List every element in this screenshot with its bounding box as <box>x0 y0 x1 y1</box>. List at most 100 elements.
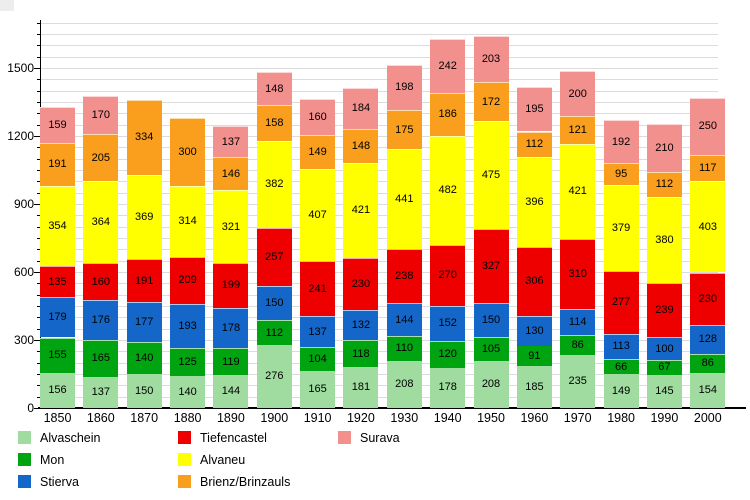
y-axis-major-tick <box>34 272 40 273</box>
bar-segment-tiefencastel: 230 <box>690 272 726 325</box>
y-axis-minor-tick <box>37 317 40 319</box>
gridline <box>40 136 718 137</box>
bar-segment-brienz-brinzauls: 112 <box>646 171 682 197</box>
gridline <box>40 317 718 319</box>
bar-segment-alvaneu: 382 <box>256 141 292 228</box>
segment-value-label: 140 <box>135 352 154 365</box>
segment-value-label: 118 <box>352 347 370 360</box>
x-axis-tick-label: 1920 <box>346 411 375 425</box>
segment-value-label: 184 <box>351 102 371 115</box>
segment-value-label: 148 <box>265 82 284 95</box>
x-axis-tick-label: 1880 <box>173 411 202 425</box>
segment-value-label: 86 <box>701 357 714 370</box>
y-axis-tick-label: 1200 <box>7 129 34 143</box>
y-axis-minor-tick <box>37 102 40 103</box>
segment-value-label: 241 <box>308 282 327 295</box>
bar-segment-alvaschein: 208 <box>386 360 422 408</box>
bar-segment-surava: 159 <box>40 106 75 143</box>
bar-segment-stierva: 114 <box>560 309 596 336</box>
bar-segment-tiefencastel: 277 <box>603 270 639 334</box>
bar-segment-stierva: 177 <box>126 302 162 343</box>
y-axis-minor-tick <box>37 124 40 126</box>
chart-legend: Alvaschein Mon Stierva Tiefencastel Alvaneu B… <box>0 428 750 494</box>
segment-value-label: 114 <box>568 316 587 329</box>
segment-value-label: 150 <box>481 314 501 327</box>
y-axis-major-tick <box>34 204 40 205</box>
bar-segment-alvaschein: 178 <box>430 367 466 408</box>
bar-segment-stierva: 113 <box>603 333 639 360</box>
segment-value-label: 396 <box>525 195 544 208</box>
segment-value-label: 66 <box>614 360 628 373</box>
gridline <box>40 215 718 217</box>
bar-segment-stierva: 179 <box>40 296 75 338</box>
segment-value-label: 276 <box>265 370 284 383</box>
segment-value-label: 148 <box>351 139 371 152</box>
bar-segment-alvaschein: 137 <box>83 376 119 408</box>
bar-segment-stierva: 130 <box>516 316 552 346</box>
segment-value-label: 354 <box>48 220 67 233</box>
segment-value-label: 369 <box>135 210 154 223</box>
y-axis-minor-tick <box>37 306 40 307</box>
bar-segment-alvaneu: 475 <box>473 121 509 229</box>
segment-value-label: 112 <box>655 178 674 191</box>
segment-value-label: 137 <box>221 135 241 148</box>
segment-value-label: 150 <box>265 297 284 310</box>
legend-color-swatch <box>338 431 351 444</box>
bar-segment-surava: 200 <box>560 70 596 117</box>
y-axis-minor-tick <box>37 158 40 160</box>
bar-segment-surava: 198 <box>386 64 422 110</box>
y-axis-minor-tick <box>37 147 40 149</box>
bar-segment-stierva: 178 <box>213 308 249 349</box>
segment-value-label: 154 <box>698 384 717 397</box>
x-axis-tick-label: 1870 <box>130 411 159 425</box>
y-axis-minor-tick <box>37 45 40 47</box>
segment-value-label: 113 <box>612 340 630 353</box>
bar-segment-alvaneu: 364 <box>83 180 119 264</box>
segment-value-label: 144 <box>395 313 414 326</box>
segment-value-label: 175 <box>395 123 414 136</box>
bar-segment-brienz-brinzauls: 149 <box>300 135 336 170</box>
segment-value-label: 191 <box>48 158 67 171</box>
segment-value-label: 379 <box>611 221 631 234</box>
bar-segment-alvaschein: 165 <box>300 370 336 408</box>
bar-segment-brienz-brinzauls: 205 <box>83 134 119 181</box>
legend-color-swatch <box>178 475 191 488</box>
legend-label: Alvaneu <box>200 453 246 467</box>
bar-segment-tiefencastel: 239 <box>646 283 682 338</box>
gridline <box>40 249 718 251</box>
legend-color-swatch <box>18 453 31 466</box>
segment-value-label: 235 <box>568 374 587 387</box>
segment-value-label: 145 <box>655 385 674 398</box>
segment-value-label: 306 <box>525 275 544 288</box>
bar-segment-stierva: 150 <box>473 303 509 338</box>
bar-segment-alvaneu: 396 <box>516 156 552 247</box>
legend-color-swatch <box>18 431 31 444</box>
bar-segment-alvaschein: 276 <box>256 345 292 408</box>
legend-label: Mon <box>40 453 65 467</box>
bar-segment-alvaschein: 145 <box>646 375 682 408</box>
y-axis-minor-tick <box>37 283 40 285</box>
bar-segment-mon: 119 <box>213 348 249 376</box>
bar-segment-mon: 120 <box>430 340 466 368</box>
bar-segment-brienz-brinzauls: 172 <box>473 82 509 122</box>
y-axis-minor-tick <box>37 238 40 239</box>
segment-value-label: 277 <box>611 296 631 309</box>
segment-value-label: 130 <box>525 324 544 337</box>
gridline <box>40 385 718 387</box>
segment-value-label: 100 <box>655 342 674 355</box>
segment-value-label: 192 <box>611 135 631 148</box>
segment-value-label: 160 <box>91 275 110 288</box>
bar-segment-alvaneu: 407 <box>300 169 336 262</box>
legend-color-swatch <box>18 475 31 488</box>
gridline <box>40 147 718 149</box>
bar-segment-surava: 195 <box>516 87 552 132</box>
segment-value-label: 382 <box>265 178 284 191</box>
segment-value-label: 165 <box>308 382 327 395</box>
bar-segment-stierva: 176 <box>83 299 119 340</box>
segment-value-label: 156 <box>48 383 67 396</box>
bar-segment-alvaschein: 144 <box>213 375 249 408</box>
segment-value-label: 117 <box>699 161 717 174</box>
x-axis-tick-label: 1990 <box>650 411 679 425</box>
bar-segment-surava: 148 <box>256 71 292 106</box>
